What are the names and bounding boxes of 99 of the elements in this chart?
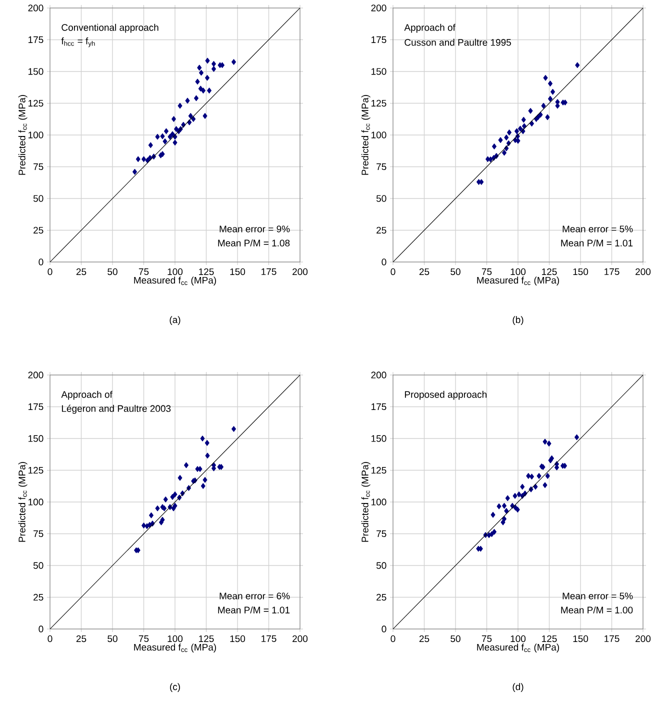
x-tick-label: 0 (390, 635, 396, 642)
y-tick-label: 125 (372, 466, 386, 474)
y-tick-label: 100 (28, 498, 44, 506)
annotation: Mean P/M = 1.01 (561, 239, 633, 246)
text: (c) (170, 683, 180, 692)
x-tick-label: 0 (48, 635, 52, 642)
annotation: Approach of (404, 24, 456, 33)
x-tick-label: 25 (419, 268, 430, 276)
x-tick-label: 125 (199, 268, 214, 276)
text: (d) (512, 683, 524, 692)
x-tick-label: 50 (108, 268, 118, 276)
text: (a) (170, 316, 180, 326)
annotation: Mean P/M = 1.01 (218, 606, 290, 614)
y-tick-label: 50 (376, 562, 386, 569)
x-axis-title: Measured f$_{cc}$ (MPa) (134, 644, 216, 652)
y-axis-title: Predicted f$_{cc}$ (MPa) (361, 95, 370, 175)
x-tick-label: 150 (573, 268, 588, 276)
x-tick-label: 125 (542, 635, 557, 642)
y-tick-label: 175 (372, 403, 386, 410)
x-tick-label: 75 (138, 635, 149, 642)
y-tick-label: 150 (372, 68, 386, 75)
x-tick-label: 175 (262, 268, 276, 275)
annotation: Mean error = 5% (562, 226, 633, 232)
y-tick-label: 75 (34, 530, 44, 538)
y-tick-label: 100 (372, 132, 386, 138)
x-tick-label: 175 (604, 635, 620, 642)
y-tick-label: 25 (34, 594, 44, 601)
x-tick-label: 200 (292, 635, 308, 642)
x-tick-label: 75 (138, 268, 149, 275)
y-tick-label: 25 (376, 226, 386, 234)
x-tick-label: 25 (76, 268, 86, 276)
x-tick-label: 0 (390, 268, 396, 276)
y-tick-label: 150 (28, 435, 44, 442)
y-tick-label: 175 (28, 36, 44, 44)
y-tick-label: 175 (372, 36, 386, 44)
y-tick-label: 100 (372, 498, 386, 506)
y-tick-label: 150 (28, 68, 44, 75)
annotation: Légeron and Paultre 2003 (62, 404, 171, 414)
x-tick-label: 150 (230, 268, 246, 276)
y-tick-label: 75 (34, 163, 44, 170)
annotation: Mean error = 6% (220, 592, 290, 600)
x-tick-label: 100 (168, 635, 183, 642)
text: (b) (512, 316, 524, 326)
annotation: Mean P/M = 1.08 (218, 239, 290, 246)
y-tick-label: 200 (28, 372, 44, 378)
y-tick-label: 0 (38, 626, 44, 632)
annotation: Mean P/M = 1.00 (561, 606, 633, 614)
y-tick-label: 200 (371, 4, 386, 12)
annotation: Conventional approach (62, 24, 158, 33)
y-tick-label: 200 (28, 4, 44, 12)
x-tick-label: 200 (636, 635, 651, 642)
y-axis-title: Predicted f$_{cc}$ (MPa) (18, 95, 28, 175)
y-tick-label: 25 (34, 226, 44, 234)
x-tick-label: 150 (230, 635, 246, 642)
y-tick-label: 25 (376, 594, 386, 601)
annotation: Approach of (61, 390, 112, 400)
x-tick-label: 0 (48, 268, 52, 276)
annotation: Proposed approach (404, 390, 486, 400)
y-tick-label: 175 (28, 403, 44, 410)
x-tick-label: 125 (542, 268, 557, 276)
y-tick-label: 75 (376, 163, 386, 170)
y-tick-label: 200 (371, 372, 386, 378)
x-axis-title: Measured f$_{cc}$ (MPa) (477, 644, 560, 652)
x-tick-label: 50 (450, 635, 460, 642)
y-tick-label: 125 (28, 100, 44, 107)
x-tick-label: 200 (636, 268, 651, 276)
x-axis-title: Measured f$_{cc}$ (MPa) (134, 276, 216, 286)
x-tick-label: 25 (76, 635, 86, 642)
x-tick-label: 75 (482, 635, 492, 642)
annotation: Cusson and Paultre 1995 (404, 38, 511, 46)
annotation: Mean error = 9% (220, 226, 290, 232)
y-tick-label: 50 (33, 562, 44, 569)
x-tick-label: 175 (262, 635, 276, 642)
x-tick-label: 100 (510, 268, 526, 276)
y-tick-label: 0 (38, 258, 44, 266)
x-tick-label: 100 (168, 268, 183, 276)
x-tick-label: 75 (482, 268, 492, 275)
x-tick-label: 25 (419, 635, 430, 642)
y-tick-label: 150 (372, 435, 386, 442)
y-tick-label: 100 (28, 132, 44, 138)
x-tick-label: 150 (573, 635, 588, 642)
x-tick-label: 50 (108, 635, 118, 642)
annotation: f$_{hcc}$ = f$_{yh}$ (61, 37, 95, 48)
x-tick-label: 50 (450, 268, 460, 276)
x-tick-label: 100 (510, 635, 526, 642)
x-axis-title: Measured f$_{cc}$ (MPa) (477, 276, 560, 286)
y-tick-label: 75 (376, 530, 386, 538)
y-axis-title: Predicted f$_{cc}$ (MPa) (18, 462, 28, 542)
y-tick-label: 50 (33, 195, 44, 202)
y-tick-label: 50 (376, 195, 386, 202)
x-tick-label: 200 (292, 268, 308, 276)
y-axis-title: Predicted f$_{cc}$ (MPa) (361, 462, 370, 542)
x-tick-label: 175 (604, 268, 620, 275)
y-tick-label: 0 (382, 258, 386, 266)
y-tick-label: 125 (372, 100, 386, 107)
y-tick-label: 0 (382, 626, 386, 632)
x-tick-label: 125 (199, 635, 214, 642)
y-tick-label: 125 (28, 466, 44, 474)
annotation: Mean error = 5% (562, 592, 633, 600)
